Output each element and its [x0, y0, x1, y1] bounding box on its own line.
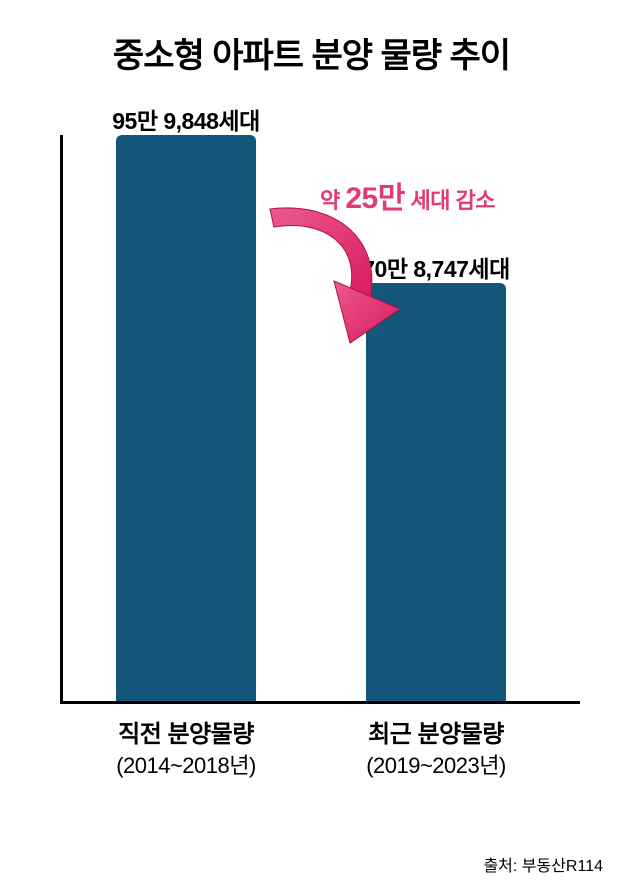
x-axis [60, 701, 580, 704]
chart-area: 95만 9,848세대 70만 8,747세대 약 25만 세대 감소 직전 분… [0, 95, 623, 785]
x-label-recent-line1: 최근 분양물량 [306, 719, 566, 751]
chart-title: 중소형 아파트 분양 물량 추이 [0, 0, 623, 77]
y-axis [60, 135, 63, 704]
bar-prev [116, 135, 256, 701]
x-label-recent-line2: (2019~2023년) [306, 751, 566, 781]
x-label-recent: 최근 분양물량 (2019~2023년) [306, 719, 566, 781]
source-label: 출처: 부동산R114 [483, 852, 603, 876]
decrease-arrow-icon [250, 191, 420, 366]
x-label-prev-line2: (2014~2018년) [56, 751, 316, 781]
x-label-prev: 직전 분양물량 (2014~2018년) [56, 719, 316, 781]
bar-label-prev: 95만 9,848세대 [76, 102, 296, 136]
x-label-prev-line1: 직전 분양물량 [56, 719, 316, 751]
